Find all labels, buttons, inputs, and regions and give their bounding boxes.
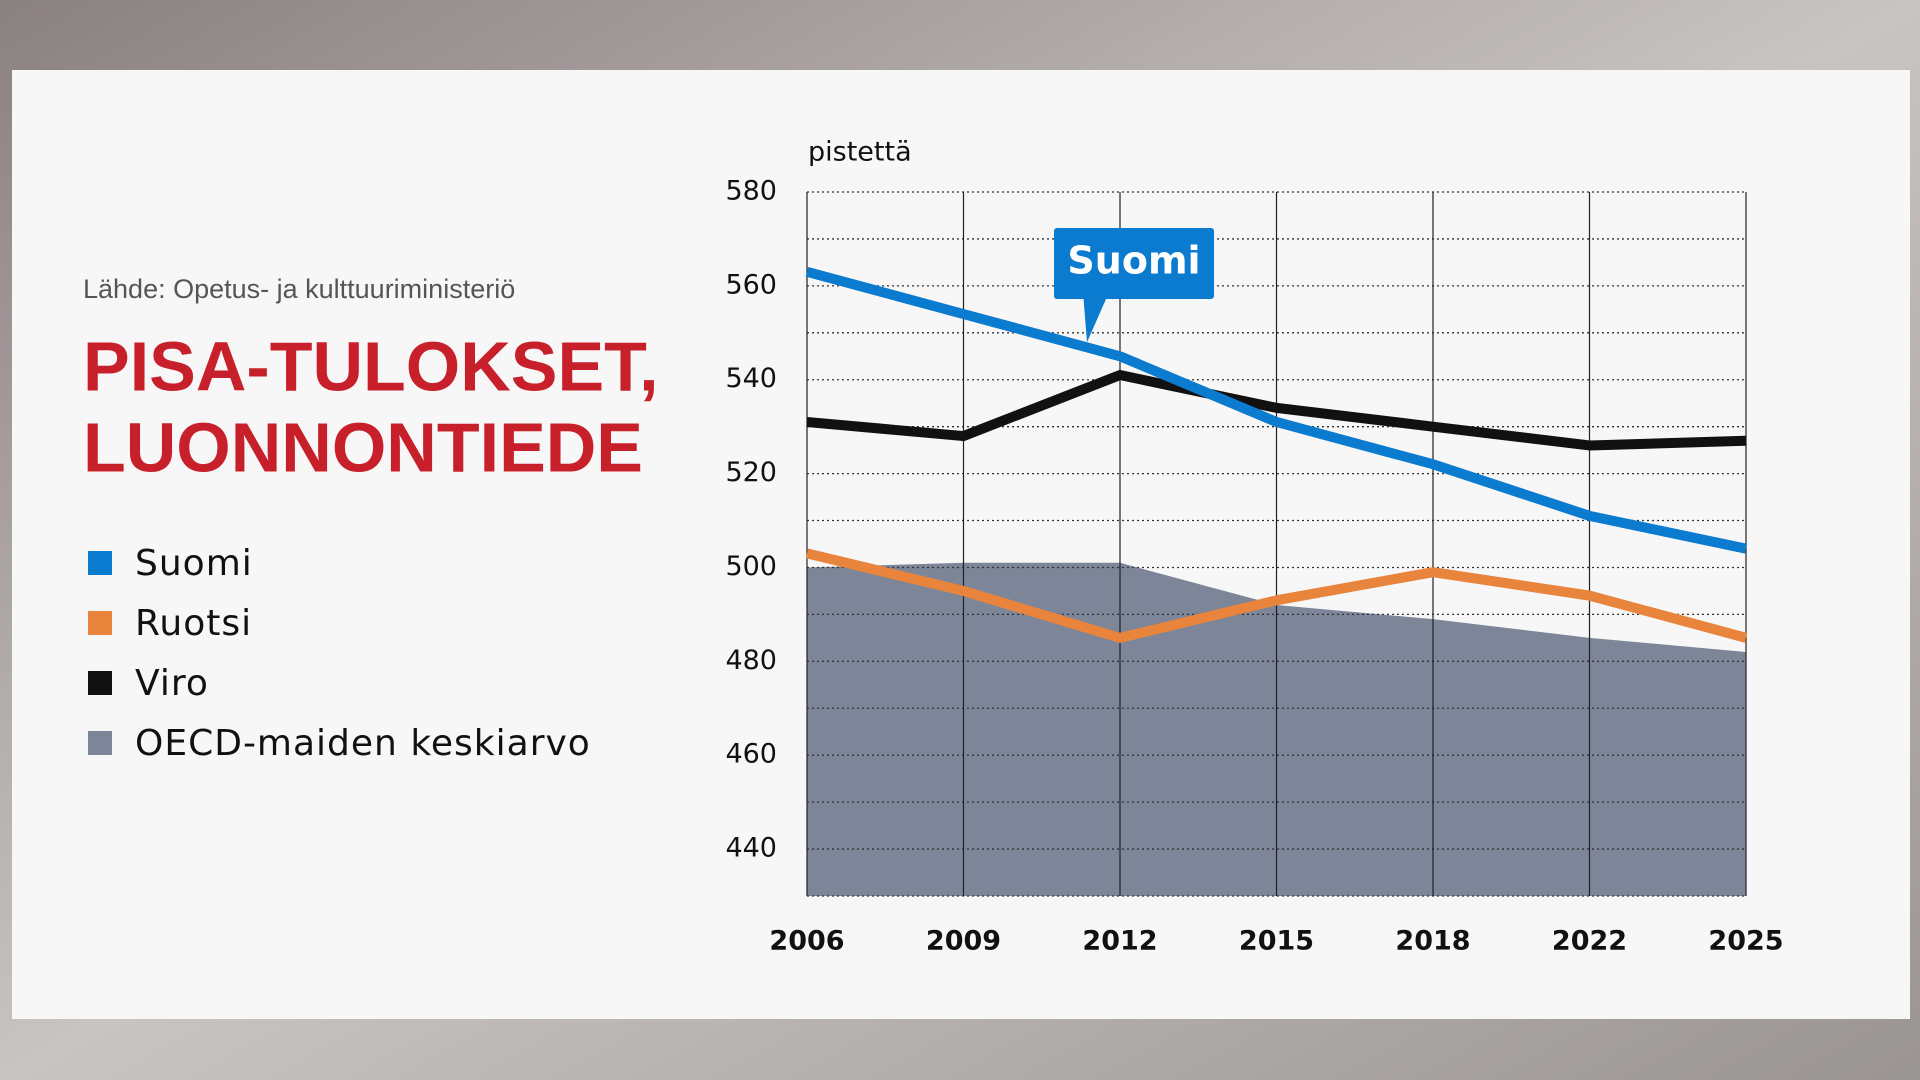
x-tick-label: 2022 bbox=[1552, 926, 1627, 957]
y-tick-label: 520 bbox=[725, 457, 777, 488]
legend-label: Suomi bbox=[135, 543, 253, 584]
chart-title: PISA-TULOKSET, bbox=[83, 327, 659, 405]
y-axis-label: pistettä bbox=[808, 137, 912, 168]
x-tick-label: 2012 bbox=[1082, 926, 1157, 957]
y-tick-label: 580 bbox=[725, 176, 777, 207]
x-tick-label: 2025 bbox=[1708, 926, 1783, 957]
legend-label: OECD-maiden keskiarvo bbox=[135, 723, 591, 764]
legend-swatch bbox=[88, 611, 112, 635]
line bbox=[805, 548, 1748, 643]
legend-swatch bbox=[88, 551, 112, 575]
callout-pointer bbox=[1083, 292, 1109, 343]
y-tick-label: 440 bbox=[725, 833, 777, 864]
chart-title: LUONNONTIEDE bbox=[83, 408, 643, 486]
legend-label: Viro bbox=[135, 663, 209, 704]
x-tick-label: 2006 bbox=[769, 926, 844, 957]
x-tick-label: 2018 bbox=[1395, 926, 1470, 957]
y-tick-label: 540 bbox=[725, 363, 777, 394]
callout bbox=[1054, 228, 1214, 299]
legend-swatch bbox=[88, 671, 112, 695]
legend-label: Ruotsi bbox=[135, 603, 252, 644]
y-tick-label: 500 bbox=[725, 551, 777, 582]
y-tick-label: 480 bbox=[725, 645, 777, 676]
y-tick-label: 560 bbox=[725, 269, 777, 300]
source: Lähde: Opetus- ja kulttuuriministeriö bbox=[83, 274, 515, 304]
line bbox=[806, 370, 1747, 451]
callout-label: Suomi bbox=[1067, 239, 1200, 283]
legend-swatch bbox=[88, 731, 112, 755]
line bbox=[805, 266, 1748, 554]
x-tick-label: 2015 bbox=[1239, 926, 1314, 957]
y-tick-label: 460 bbox=[725, 739, 777, 770]
x-tick-label: 2009 bbox=[926, 926, 1001, 957]
